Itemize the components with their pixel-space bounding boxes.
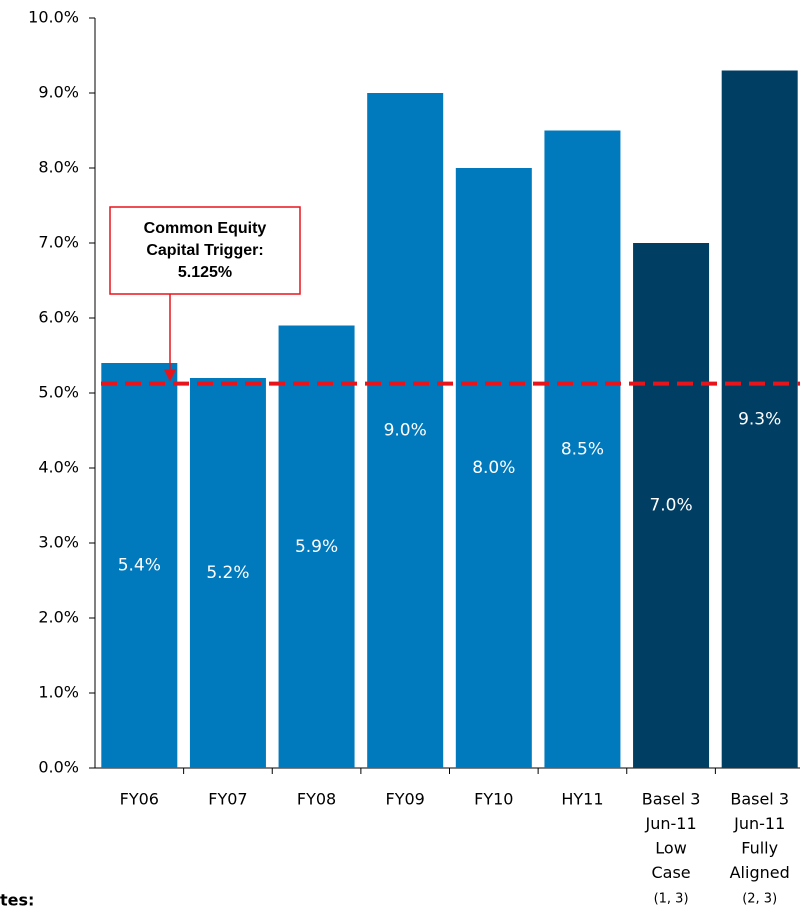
x-tick-label: FY07 [208, 790, 247, 809]
annotation-text: Capital Trigger: [146, 242, 263, 259]
y-tick-label: 9.0% [38, 83, 79, 102]
value-label: 7.0% [649, 496, 692, 516]
y-tick-label: 1.0% [38, 683, 79, 702]
bar [189, 378, 266, 768]
value-label: 9.0% [384, 421, 427, 441]
y-tick-label: 0.0% [38, 758, 79, 777]
y-tick-label: 8.0% [38, 158, 79, 177]
x-tick-note: (1, 3) [654, 892, 689, 907]
x-tick-label: HY11 [561, 790, 603, 809]
y-tick-label: 3.0% [38, 533, 79, 552]
value-label: 9.3% [738, 409, 781, 429]
x-tick-label: Jun-11 [644, 814, 696, 833]
value-label: 8.0% [472, 458, 515, 478]
y-tick-label: 5.0% [38, 383, 79, 402]
value-label: 5.2% [206, 563, 249, 583]
bar [633, 243, 710, 768]
annotation-box [109, 206, 301, 295]
footer-note: tes: [0, 891, 34, 908]
x-tick-label: FY10 [474, 790, 513, 809]
y-tick-label: 4.0% [38, 458, 79, 477]
bar [721, 70, 798, 768]
value-label: 5.9% [295, 537, 338, 557]
value-label: 5.4% [118, 556, 161, 576]
x-tick-label: Basel 3 [642, 790, 701, 809]
bar [367, 93, 444, 768]
x-tick-label: FY08 [297, 790, 336, 809]
x-tick-label: Fully [741, 839, 778, 858]
annotation-text: 5.125% [178, 264, 232, 281]
x-tick-label: Jun-11 [733, 814, 785, 833]
bar [278, 325, 355, 768]
value-label: 8.5% [561, 439, 604, 459]
y-tick-label: 7.0% [38, 233, 79, 252]
x-tick-label: Case [651, 863, 690, 882]
bar [544, 130, 621, 768]
y-tick-label: 2.0% [38, 608, 79, 627]
x-tick-label: Basel 3 [730, 790, 789, 809]
x-tick-label: FY09 [386, 790, 425, 809]
x-tick-label: Low [655, 839, 687, 858]
x-tick-label: Aligned [730, 863, 790, 882]
y-tick-label: 6.0% [38, 308, 79, 327]
bar [455, 168, 532, 768]
y-tick-label: 10.0% [28, 8, 79, 27]
x-tick-note: (2, 3) [742, 892, 777, 907]
x-tick-label: FY06 [120, 790, 159, 809]
annotation-text: Common Equity [144, 220, 267, 237]
bar [101, 363, 178, 768]
annotation-arrowhead [164, 369, 176, 382]
